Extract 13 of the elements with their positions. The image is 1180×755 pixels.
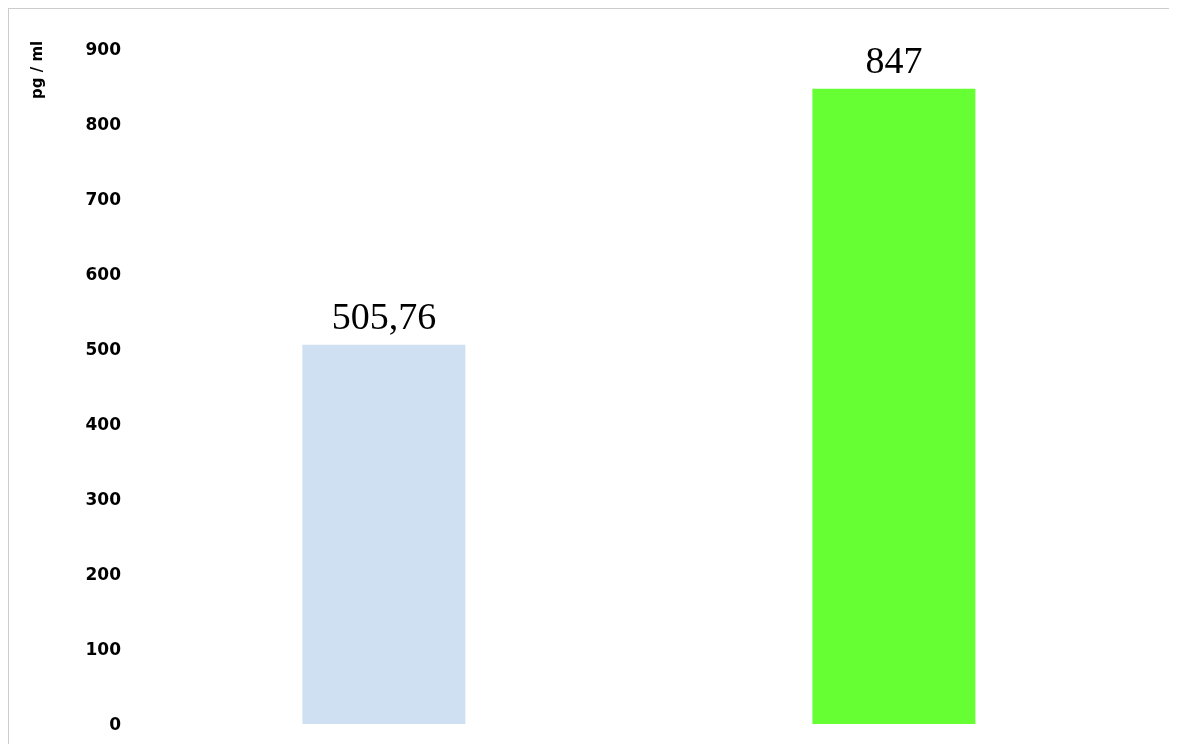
y-tick-label: 800 — [85, 114, 122, 135]
y-tick-label: 400 — [85, 414, 122, 435]
y-tick-label: 300 — [85, 489, 122, 510]
y-tick-label: 500 — [85, 339, 122, 360]
y-axis-title: pg / ml — [27, 40, 46, 99]
y-tick-label: 700 — [85, 189, 122, 210]
data-label: 847 — [865, 38, 923, 81]
y-tick-label: 200 — [85, 564, 122, 585]
y-tick-label: 0 — [109, 714, 122, 735]
y-tick-label: 900 — [85, 39, 122, 60]
y-tick-label: 100 — [85, 639, 122, 660]
y-tick-label: 600 — [85, 264, 122, 285]
data-label: 505,76 — [331, 294, 437, 337]
